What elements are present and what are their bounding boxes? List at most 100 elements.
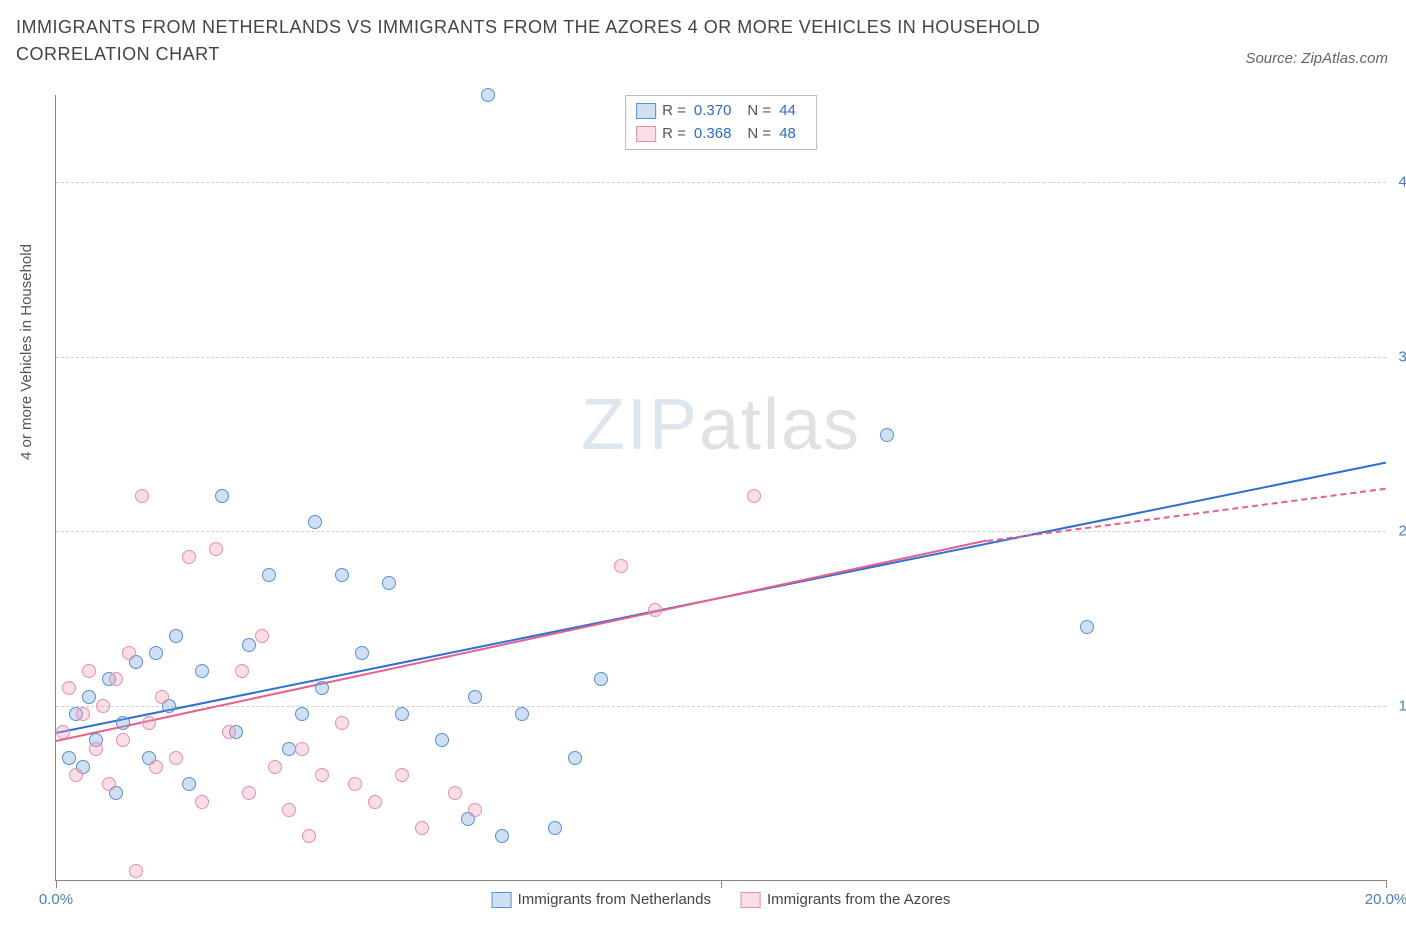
data-point xyxy=(495,829,509,843)
stats-row-1: R = 0.368 N = 48 xyxy=(636,123,806,146)
swatch-series-0 xyxy=(636,103,656,119)
data-point xyxy=(614,559,628,573)
plot-area: ZIPatlas R = 0.370 N = 44 R = 0.368 N = … xyxy=(55,95,1386,881)
data-point xyxy=(395,707,409,721)
y-tick-label: 20.0% xyxy=(1391,523,1406,540)
data-point xyxy=(222,725,236,739)
data-point xyxy=(348,777,362,791)
watermark-atlas: atlas xyxy=(699,385,861,465)
data-point xyxy=(235,664,249,678)
data-point xyxy=(395,768,409,782)
x-tick xyxy=(56,880,57,888)
data-point xyxy=(76,707,90,721)
x-tick xyxy=(721,880,722,888)
y-tick-label: 40.0% xyxy=(1391,174,1406,191)
data-point xyxy=(548,821,562,835)
data-point xyxy=(295,742,309,756)
data-point xyxy=(594,672,608,686)
data-point xyxy=(481,88,495,102)
data-point xyxy=(747,489,761,503)
data-point xyxy=(295,707,309,721)
source-label: Source: ZipAtlas.com xyxy=(1245,50,1388,67)
data-point xyxy=(116,716,130,730)
gridline xyxy=(56,357,1386,358)
x-tick-label: 0.0% xyxy=(39,891,73,908)
data-point xyxy=(308,515,322,529)
chart-title: IMMIGRANTS FROM NETHERLANDS VS IMMIGRANT… xyxy=(16,14,1116,68)
stats-legend: R = 0.370 N = 44 R = 0.368 N = 48 xyxy=(625,95,817,150)
data-point xyxy=(169,751,183,765)
r-value-0: 0.370 xyxy=(694,100,732,123)
trend-line xyxy=(987,488,1386,542)
data-point xyxy=(56,725,70,739)
data-point xyxy=(155,690,169,704)
data-point xyxy=(82,690,96,704)
r-value-1: 0.368 xyxy=(694,123,732,146)
data-point xyxy=(129,864,143,878)
data-point xyxy=(335,568,349,582)
data-point xyxy=(315,768,329,782)
data-point xyxy=(368,795,382,809)
data-point xyxy=(149,646,163,660)
n-label: N = xyxy=(747,100,771,123)
y-axis-label: 4 or more Vehicles in Household xyxy=(18,244,35,460)
data-point xyxy=(209,542,223,556)
data-point xyxy=(62,751,76,765)
data-point xyxy=(355,646,369,660)
swatch-series-1 xyxy=(741,892,761,908)
x-tick xyxy=(1386,880,1387,888)
data-point xyxy=(880,428,894,442)
gridline xyxy=(56,706,1386,707)
data-point xyxy=(149,760,163,774)
data-point xyxy=(335,716,349,730)
data-point xyxy=(135,489,149,503)
data-point xyxy=(282,742,296,756)
data-point xyxy=(169,629,183,643)
data-point xyxy=(448,786,462,800)
bottom-legend-item-0: Immigrants from Netherlands xyxy=(492,891,711,908)
n-value-0: 44 xyxy=(779,100,796,123)
n-value-1: 48 xyxy=(779,123,796,146)
data-point xyxy=(302,829,316,843)
data-point xyxy=(122,646,136,660)
data-point xyxy=(109,672,123,686)
data-point xyxy=(215,489,229,503)
data-point xyxy=(89,742,103,756)
swatch-series-1 xyxy=(636,126,656,142)
data-point xyxy=(282,803,296,817)
data-point xyxy=(1080,620,1094,634)
bottom-legend-item-1: Immigrants from the Azores xyxy=(741,891,950,908)
gridline xyxy=(56,182,1386,183)
data-point xyxy=(96,699,110,713)
data-point xyxy=(102,777,116,791)
r-label: R = xyxy=(662,100,686,123)
n-label: N = xyxy=(747,123,771,146)
data-point xyxy=(435,733,449,747)
data-point xyxy=(568,751,582,765)
data-point xyxy=(116,733,130,747)
data-point xyxy=(468,690,482,704)
series-name-0: Immigrants from Netherlands xyxy=(518,891,711,908)
x-tick-label: 20.0% xyxy=(1365,891,1406,908)
data-point xyxy=(468,803,482,817)
data-point xyxy=(82,664,96,678)
data-point xyxy=(69,768,83,782)
bottom-legend: Immigrants from Netherlands Immigrants f… xyxy=(492,891,951,908)
y-tick-label: 10.0% xyxy=(1391,697,1406,714)
series-name-1: Immigrants from the Azores xyxy=(767,891,950,908)
data-point xyxy=(195,795,209,809)
data-point xyxy=(382,576,396,590)
stats-row-0: R = 0.370 N = 44 xyxy=(636,100,806,123)
data-point xyxy=(182,550,196,564)
gridline xyxy=(56,531,1386,532)
swatch-series-0 xyxy=(492,892,512,908)
data-point xyxy=(142,716,156,730)
r-label: R = xyxy=(662,123,686,146)
data-point xyxy=(268,760,282,774)
data-point xyxy=(242,786,256,800)
data-point xyxy=(62,681,76,695)
data-point xyxy=(262,568,276,582)
watermark: ZIPatlas xyxy=(581,384,861,466)
data-point xyxy=(182,777,196,791)
data-point xyxy=(255,629,269,643)
